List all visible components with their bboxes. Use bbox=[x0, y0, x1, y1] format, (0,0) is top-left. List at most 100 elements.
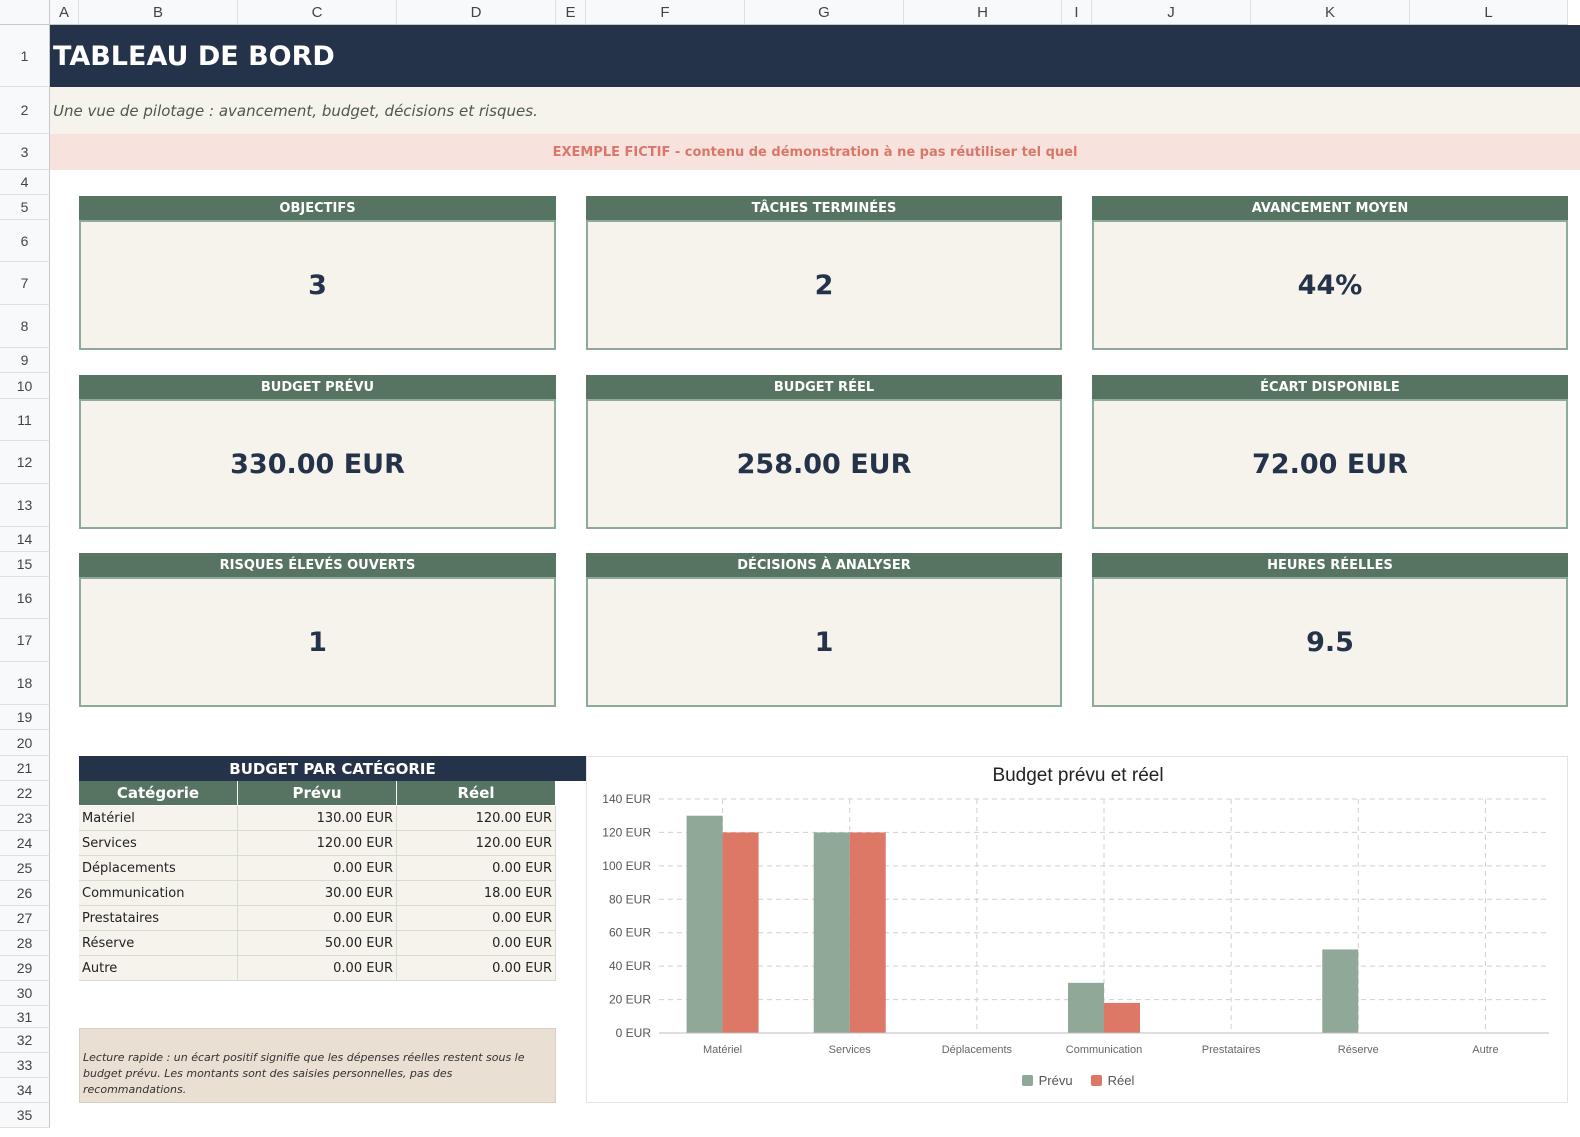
row-header-33[interactable]: 33 bbox=[0, 1053, 50, 1078]
row-header-16[interactable]: 16 bbox=[0, 577, 50, 619]
column-header-e[interactable]: E bbox=[556, 0, 586, 25]
table-cell-category[interactable]: Communication bbox=[79, 881, 238, 906]
budget-table-title: BUDGET PAR CATÉGORIE bbox=[79, 756, 586, 781]
row-header-4[interactable]: 4 bbox=[0, 170, 50, 195]
kpi-value-heures-reelles[interactable]: 9.5 bbox=[1092, 577, 1568, 707]
row-header-6[interactable]: 6 bbox=[0, 220, 50, 262]
row-header-13[interactable]: 13 bbox=[0, 484, 50, 527]
y-tick-label: 140 EUR bbox=[602, 792, 651, 806]
row-header-30[interactable]: 30 bbox=[0, 981, 50, 1006]
row-header-24[interactable]: 24 bbox=[0, 831, 50, 856]
table-cell-prevu[interactable]: 0.00 EUR bbox=[238, 906, 397, 931]
row-header-9[interactable]: 9 bbox=[0, 348, 50, 373]
dashboard-title: TABLEAU DE BORD bbox=[50, 25, 1580, 87]
table-cell-reel[interactable]: 0.00 EUR bbox=[397, 956, 556, 981]
column-header-g[interactable]: G bbox=[745, 0, 904, 25]
kpi-value-decisions-a-analyser[interactable]: 1 bbox=[586, 577, 1062, 707]
column-header-h[interactable]: H bbox=[904, 0, 1062, 25]
kpi-label-decisions-a-analyser: DÉCISIONS À ANALYSER bbox=[586, 553, 1062, 577]
table-cell-reel[interactable]: 0.00 EUR bbox=[397, 931, 556, 956]
row-header-21[interactable]: 21 bbox=[0, 756, 50, 781]
column-header-i[interactable]: I bbox=[1062, 0, 1092, 25]
table-cell-reel[interactable]: 0.00 EUR bbox=[397, 856, 556, 881]
row-header-28[interactable]: 28 bbox=[0, 931, 50, 956]
row-header-1[interactable]: 1 bbox=[0, 25, 50, 87]
column-header-f[interactable]: F bbox=[586, 0, 745, 25]
row-header-14[interactable]: 14 bbox=[0, 527, 50, 552]
legend-label-prevu: Prévu bbox=[1038, 1073, 1073, 1088]
table-cell-prevu[interactable]: 0.00 EUR bbox=[238, 856, 397, 881]
column-header-k[interactable]: K bbox=[1251, 0, 1410, 25]
row-header-11[interactable]: 11 bbox=[0, 399, 50, 441]
quick-reading-note: Lecture rapide : un écart positif signif… bbox=[79, 1028, 556, 1103]
kpi-value-budget-reel[interactable]: 258.00 EUR bbox=[586, 399, 1062, 529]
y-tick-label: 40 EUR bbox=[609, 959, 651, 973]
select-all-corner[interactable] bbox=[0, 0, 50, 25]
column-header-c[interactable]: C bbox=[238, 0, 397, 25]
x-tick-label: Autre bbox=[1472, 1044, 1498, 1056]
table-cell-category[interactable]: Déplacements bbox=[79, 856, 238, 881]
row-header-8[interactable]: 8 bbox=[0, 305, 50, 348]
column-header-a[interactable]: A bbox=[50, 0, 79, 25]
y-tick-label: 80 EUR bbox=[609, 892, 651, 906]
row-header-35[interactable]: 35 bbox=[0, 1103, 50, 1128]
row-header-32[interactable]: 32 bbox=[0, 1028, 50, 1053]
row-header-25[interactable]: 25 bbox=[0, 856, 50, 881]
kpi-label-budget-reel: BUDGET RÉEL bbox=[586, 375, 1062, 399]
row-header-23[interactable]: 23 bbox=[0, 806, 50, 831]
x-tick-label: Communication bbox=[1066, 1044, 1142, 1056]
table-cell-category[interactable]: Autre bbox=[79, 956, 238, 981]
fictitious-warning-banner: EXEMPLE FICTIF - contenu de démonstratio… bbox=[50, 134, 1580, 170]
kpi-value-budget-prevu[interactable]: 330.00 EUR bbox=[79, 399, 556, 529]
row-header-10[interactable]: 10 bbox=[0, 373, 50, 399]
legend-swatch-prevu bbox=[1021, 1075, 1033, 1086]
bar-prevu bbox=[1322, 949, 1359, 1033]
kpi-value-ecart-disponible[interactable]: 72.00 EUR bbox=[1092, 399, 1568, 529]
row-header-26[interactable]: 26 bbox=[0, 881, 50, 906]
table-cell-category[interactable]: Prestataires bbox=[79, 906, 238, 931]
table-cell-prevu[interactable]: 50.00 EUR bbox=[238, 931, 397, 956]
kpi-value-taches-terminees[interactable]: 2 bbox=[586, 220, 1062, 350]
row-header-22[interactable]: 22 bbox=[0, 781, 50, 806]
row-header-15[interactable]: 15 bbox=[0, 552, 50, 577]
table-cell-prevu[interactable]: 130.00 EUR bbox=[238, 806, 397, 831]
row-header-20[interactable]: 20 bbox=[0, 730, 50, 756]
row-header-12[interactable]: 12 bbox=[0, 441, 50, 484]
column-header-b[interactable]: B bbox=[79, 0, 238, 25]
table-cell-category[interactable]: Matériel bbox=[79, 806, 238, 831]
table-cell-prevu[interactable]: 120.00 EUR bbox=[238, 831, 397, 856]
table-cell-reel[interactable]: 18.00 EUR bbox=[397, 881, 556, 906]
column-header-j[interactable]: J bbox=[1092, 0, 1251, 25]
table-cell-category[interactable]: Services bbox=[79, 831, 238, 856]
row-header-3[interactable]: 3 bbox=[0, 134, 50, 170]
row-header-18[interactable]: 18 bbox=[0, 662, 50, 705]
row-header-7[interactable]: 7 bbox=[0, 262, 50, 305]
table-cell-prevu[interactable]: 30.00 EUR bbox=[238, 881, 397, 906]
kpi-label-ecart-disponible: ÉCART DISPONIBLE bbox=[1092, 375, 1568, 399]
table-header-categorie: Catégorie bbox=[79, 781, 238, 805]
row-header-31[interactable]: 31 bbox=[0, 1006, 50, 1028]
budget-chart[interactable]: Budget prévu et réel 0 EUR 20 EUR 40 EUR 60… bbox=[586, 756, 1568, 1103]
row-header-17[interactable]: 17 bbox=[0, 619, 50, 662]
table-cell-reel[interactable]: 120.00 EUR bbox=[397, 806, 556, 831]
table-cell-category[interactable]: Réserve bbox=[79, 931, 238, 956]
row-header-27[interactable]: 27 bbox=[0, 906, 50, 931]
column-header-d[interactable]: D bbox=[397, 0, 556, 25]
y-tick-label: 20 EUR bbox=[609, 993, 651, 1007]
table-cell-reel[interactable]: 0.00 EUR bbox=[397, 906, 556, 931]
y-tick-label: 60 EUR bbox=[609, 926, 651, 940]
column-header-l[interactable]: L bbox=[1410, 0, 1568, 25]
table-cell-prevu[interactable]: 0.00 EUR bbox=[238, 956, 397, 981]
kpi-value-avancement-moyen[interactable]: 44% bbox=[1092, 220, 1568, 350]
row-header-2[interactable]: 2 bbox=[0, 87, 50, 134]
row-header-34[interactable]: 34 bbox=[0, 1078, 50, 1103]
bar-prevu bbox=[1068, 982, 1104, 1033]
kpi-value-risques-eleves[interactable]: 1 bbox=[79, 577, 556, 707]
legend-item-reel: Réel bbox=[1090, 1073, 1134, 1088]
row-header-5[interactable]: 5 bbox=[0, 195, 50, 220]
kpi-value-objectifs[interactable]: 3 bbox=[79, 220, 556, 350]
row-header-19[interactable]: 19 bbox=[0, 705, 50, 730]
table-cell-reel[interactable]: 120.00 EUR bbox=[397, 831, 556, 856]
legend-swatch-reel bbox=[1090, 1075, 1102, 1086]
row-header-29[interactable]: 29 bbox=[0, 956, 50, 981]
